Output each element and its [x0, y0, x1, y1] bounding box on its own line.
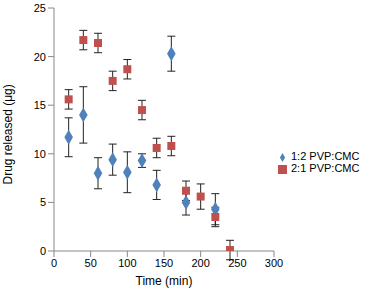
svg-text:20: 20 — [34, 51, 46, 63]
html-text:2:1 PVP:CMC: 2:1 PVP:CMC — [291, 162, 360, 174]
svg-text:100: 100 — [118, 257, 136, 269]
svg-text:0: 0 — [40, 245, 46, 257]
svg-text:50: 50 — [85, 257, 97, 269]
svg-text:250: 250 — [228, 257, 246, 269]
svg-text:5: 5 — [40, 196, 46, 208]
svg-text:25: 25 — [34, 2, 46, 14]
svg-text:10: 10 — [34, 148, 46, 160]
svg-text:300: 300 — [265, 257, 283, 269]
svg-text:15: 15 — [34, 99, 46, 111]
svg-text:200: 200 — [191, 257, 209, 269]
svg-text:Time (min): Time (min) — [136, 274, 193, 288]
svg-text:150: 150 — [155, 257, 173, 269]
svg-text:Drug released (μg): Drug released (μg) — [8, 84, 15, 184]
html-text:1:2 PVP:CMC: 1:2 PVP:CMC — [291, 150, 360, 162]
svg-text:0: 0 — [51, 257, 57, 269]
